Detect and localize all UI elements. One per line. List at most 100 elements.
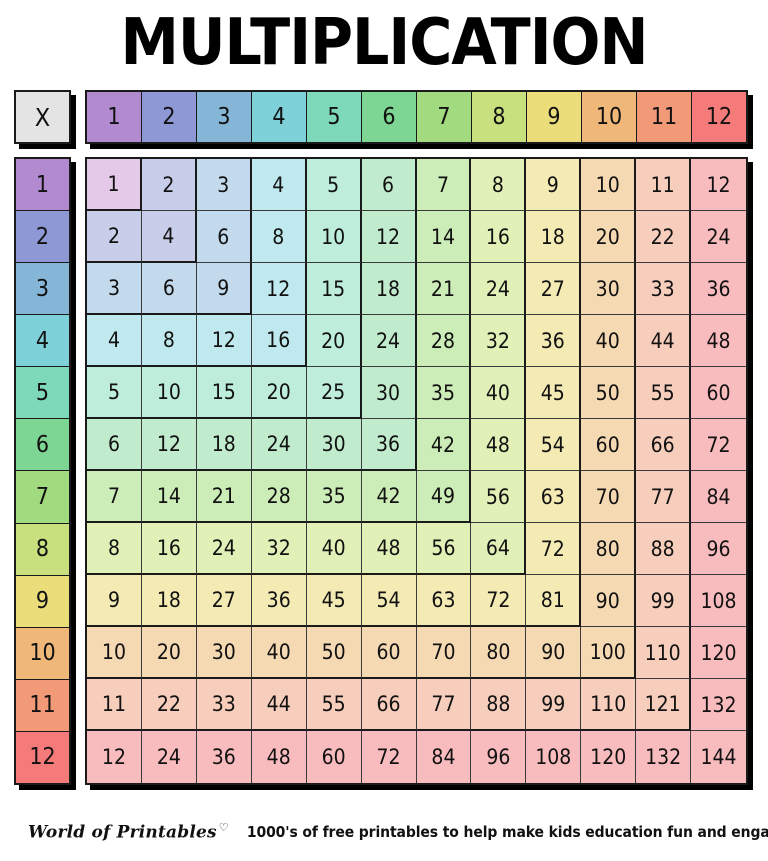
footer: World of Printables ♡ 1000's of free prin… <box>0 812 768 852</box>
cell-r12-c8: 96 <box>471 731 527 783</box>
cell-r10-c10: 100 <box>581 627 637 679</box>
cell-r8-c12: 96 <box>691 523 746 575</box>
cell-r1-c2: 2 <box>141 159 197 211</box>
cell-r7-c6: 42 <box>361 471 417 523</box>
column-header-2: 2 <box>142 92 197 142</box>
cell-r2-c12: 24 <box>691 211 746 263</box>
cell-r8-c5: 40 <box>306 523 362 575</box>
cell-r11-c8: 88 <box>471 679 527 731</box>
column-header-6: 6 <box>362 92 417 142</box>
cell-r12-c2: 24 <box>141 731 197 783</box>
cell-r5-c12: 60 <box>691 367 746 419</box>
row-header-9: 9 <box>16 575 69 628</box>
cell-r7-c11: 77 <box>636 471 692 523</box>
cell-r5-c4: 20 <box>251 367 307 419</box>
cell-r4-c2: 8 <box>141 315 197 367</box>
cell-r6-c11: 66 <box>636 419 692 471</box>
cell-r4-c7: 28 <box>416 315 472 367</box>
cell-r1-c10: 10 <box>581 159 637 211</box>
cell-r6-c7: 42 <box>416 419 472 471</box>
cell-r5-c8: 40 <box>471 367 527 419</box>
column-headers: 1 2 3 4 5 6 7 8 9 10 11 12 <box>85 90 748 144</box>
footer-tagline: 1000's of free printables to help make k… <box>246 823 768 841</box>
cell-r7-c8: 56 <box>471 471 527 523</box>
column-header-12: 12 <box>692 92 746 142</box>
cell-r2-c11: 22 <box>636 211 692 263</box>
cell-r10-c3: 30 <box>196 627 252 679</box>
cell-r5-c11: 55 <box>636 367 692 419</box>
cell-r5-c7: 35 <box>416 367 472 419</box>
cell-r10-c6: 60 <box>361 627 417 679</box>
cell-r3-c10: 30 <box>581 263 637 315</box>
heart-outline-icon: ♡ <box>218 821 229 835</box>
cell-r9-c5: 45 <box>306 575 362 627</box>
cell-r11-c2: 22 <box>141 679 197 731</box>
cell-r11-c11: 121 <box>636 679 692 731</box>
cell-r9-c9: 81 <box>526 575 582 627</box>
cell-r2-c4: 8 <box>251 211 307 263</box>
cell-r2-c3: 6 <box>196 211 252 263</box>
cell-r6-c4: 24 <box>251 419 307 471</box>
cell-r3-c4: 12 <box>251 263 307 315</box>
cell-r2-c8: 16 <box>471 211 527 263</box>
column-header-3: 3 <box>197 92 252 142</box>
cell-r6-c12: 72 <box>691 419 746 471</box>
cell-r11-c5: 55 <box>306 679 362 731</box>
cell-r12-c6: 72 <box>361 731 417 783</box>
brand-text: World of Printables <box>28 822 217 843</box>
cell-r6-c10: 60 <box>581 419 637 471</box>
cell-r7-c5: 35 <box>306 471 362 523</box>
cell-r5-c1: 5 <box>87 367 142 419</box>
table-body-wrapper: 1 2 3 4 5 6 7 8 9 10 11 12 2 4 6 8 10 12 14 16 18 20 22 24 3 6 9 12… <box>85 157 753 790</box>
cell-r7-c3: 21 <box>196 471 252 523</box>
column-headers-wrapper: 1 2 3 4 5 6 7 8 9 10 11 12 <box>85 90 753 149</box>
row-header-6: 6 <box>16 419 69 472</box>
cell-r2-c9: 18 <box>526 211 582 263</box>
cell-r8-c11: 88 <box>636 523 692 575</box>
row-header-3: 3 <box>16 263 69 316</box>
column-header-10: 10 <box>582 92 637 142</box>
cell-r10-c5: 50 <box>306 627 362 679</box>
row-header-12: 12 <box>16 731 69 783</box>
cell-r5-c3: 15 <box>196 367 252 419</box>
cell-r1-c3: 3 <box>196 159 252 211</box>
cell-r4-c10: 40 <box>581 315 637 367</box>
cell-r10-c2: 20 <box>141 627 197 679</box>
cell-r4-c1: 4 <box>87 315 142 367</box>
cell-r9-c4: 36 <box>251 575 307 627</box>
cell-r5-c10: 50 <box>581 367 637 419</box>
cell-r12-c11: 132 <box>636 731 692 783</box>
cell-r2-c6: 12 <box>361 211 417 263</box>
cell-r9-c3: 27 <box>196 575 252 627</box>
row-header-10: 10 <box>16 627 69 680</box>
cell-r10-c1: 10 <box>87 627 142 679</box>
cell-r1-c5: 5 <box>306 159 362 211</box>
cell-r12-c10: 120 <box>581 731 637 783</box>
cell-r10-c7: 70 <box>416 627 472 679</box>
cell-r7-c7: 49 <box>416 471 472 523</box>
cell-r11-c12: 132 <box>691 679 746 731</box>
cell-r10-c8: 80 <box>471 627 527 679</box>
column-header-9: 9 <box>527 92 582 142</box>
cell-r10-c9: 90 <box>526 627 582 679</box>
row-header-5: 5 <box>16 367 69 420</box>
cell-r2-c10: 20 <box>581 211 637 263</box>
cell-r3-c6: 18 <box>361 263 417 315</box>
cell-r9-c6: 54 <box>361 575 417 627</box>
cell-r1-c8: 8 <box>471 159 527 211</box>
cell-r8-c8: 64 <box>471 523 527 575</box>
row-headers-wrapper: 1 2 3 4 5 6 7 8 9 10 11 12 <box>14 157 76 790</box>
cell-r10-c12: 120 <box>691 627 746 679</box>
cell-r5-c2: 10 <box>141 367 197 419</box>
cell-r1-c1: 1 <box>87 159 142 211</box>
cell-r3-c7: 21 <box>416 263 472 315</box>
cell-r11-c4: 44 <box>251 679 307 731</box>
cell-r4-c5: 20 <box>306 315 362 367</box>
cell-r11-c7: 77 <box>416 679 472 731</box>
cell-r10-c4: 40 <box>251 627 307 679</box>
cell-r9-c12: 108 <box>691 575 746 627</box>
cell-r8-c6: 48 <box>361 523 417 575</box>
cell-r1-c11: 11 <box>636 159 692 211</box>
cell-r7-c1: 7 <box>87 471 142 523</box>
